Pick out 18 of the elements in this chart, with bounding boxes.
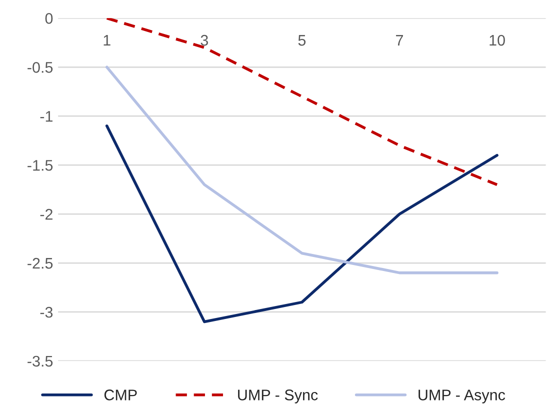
line-series	[105, 66, 498, 274]
x-tick-label: 5	[298, 35, 306, 46]
y-tick-label: 0	[45, 13, 53, 24]
line-series	[105, 124, 498, 324]
y-tick-label: -1	[40, 111, 52, 122]
x-tick-label: 3	[200, 34, 208, 46]
y-tick-label: -2.5	[28, 258, 53, 269]
x-tick-label: 10	[490, 34, 505, 46]
y-tick-label: -3	[40, 306, 53, 318]
x-tick-label: 1	[104, 35, 110, 46]
legend-label: UMP - Async	[418, 390, 506, 404]
legend-label: CMP	[104, 390, 137, 400]
y-tick-label: -1.5	[28, 160, 53, 171]
y-tick-label: -2	[40, 208, 52, 220]
y-tick-label: -3.5	[28, 356, 53, 367]
legend-label: UMP - Sync	[238, 390, 318, 404]
y-tick-label: -0.5	[28, 62, 53, 73]
x-tick-label: 7	[396, 35, 403, 46]
